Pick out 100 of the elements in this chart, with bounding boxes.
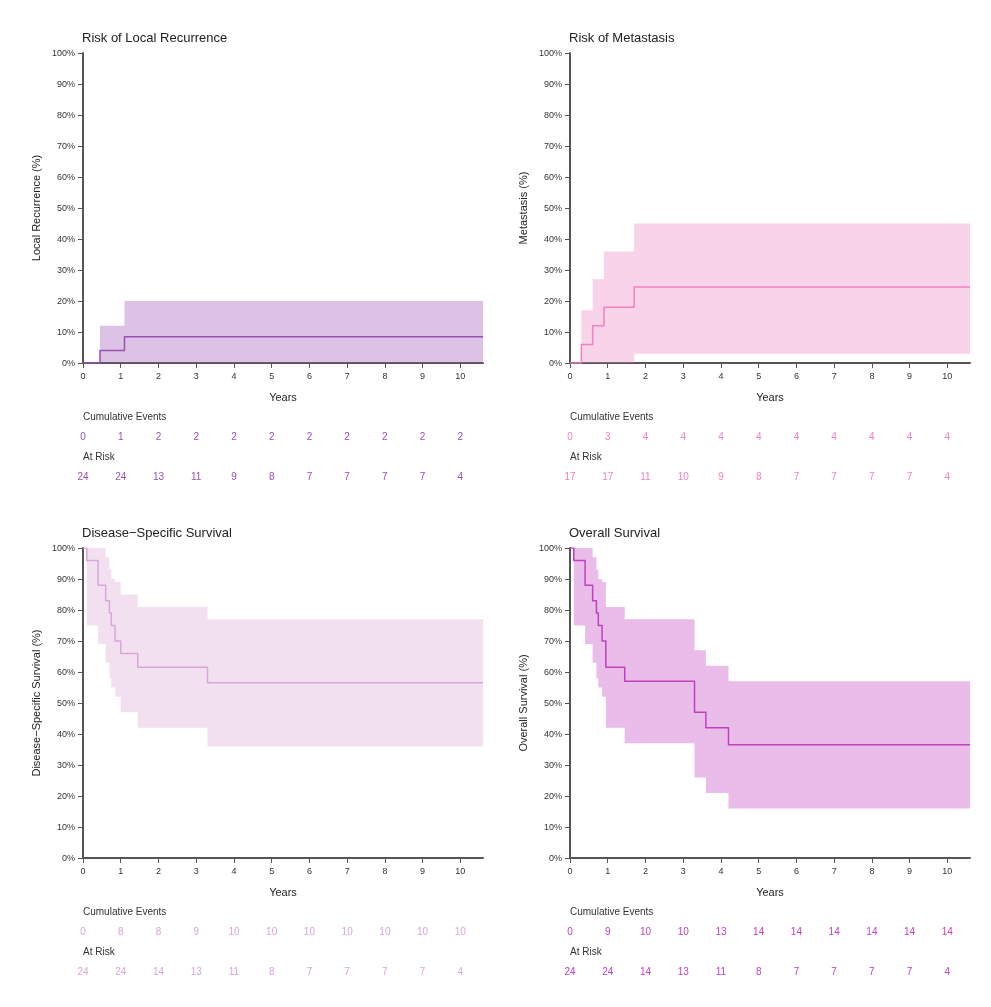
text: 11 <box>715 965 727 977</box>
x-tick-label: 6 <box>306 865 312 876</box>
x-tick-label: 10 <box>942 370 953 381</box>
text: 0 <box>567 430 574 442</box>
x-tick-label: 1 <box>118 370 124 381</box>
text: 13 <box>152 470 165 482</box>
x-axis-title: Years <box>269 390 298 403</box>
text: 8 <box>268 470 275 482</box>
text: 24 <box>115 965 127 977</box>
y-tick-label: 0% <box>61 853 75 863</box>
x-tick-label: 1 <box>118 865 124 876</box>
x-tick-label: 3 <box>193 865 199 876</box>
text: 8 <box>155 925 162 937</box>
text: 9 <box>193 925 200 937</box>
y-tick-label: 30% <box>56 265 75 275</box>
text: 4 <box>755 430 762 442</box>
y-tick-label: 80% <box>56 110 75 120</box>
text: 10 <box>341 925 354 937</box>
x-tick-label: 6 <box>793 370 799 381</box>
chart-title: Risk of Metastasis <box>569 30 675 45</box>
text: 2 <box>382 430 389 442</box>
text: 7 <box>419 470 426 482</box>
y-tick-label: 0% <box>548 853 562 863</box>
text: 4 <box>457 470 464 482</box>
y-tick-label: 50% <box>543 698 562 708</box>
text: 4 <box>869 430 876 442</box>
text: 10 <box>639 925 652 937</box>
y-tick-label: 40% <box>56 234 75 244</box>
text: 14 <box>753 925 765 937</box>
chart-title: Risk of Local Recurrence <box>82 30 228 45</box>
y-tick-label: 50% <box>56 203 75 213</box>
y-tick-label: 80% <box>543 110 562 120</box>
text: 10 <box>677 470 690 482</box>
text: 17 <box>602 470 614 482</box>
y-tick-label: 40% <box>543 234 562 244</box>
text: 4 <box>793 430 800 442</box>
x-tick-label: 7 <box>831 865 837 876</box>
x-tick-label: 9 <box>420 370 426 381</box>
y-tick-label: 90% <box>56 574 75 584</box>
text: 0 <box>567 925 574 937</box>
text: 14 <box>904 925 916 937</box>
text: 7 <box>344 470 351 482</box>
x-tick-label: 9 <box>907 370 913 381</box>
text: 24 <box>77 965 89 977</box>
y-axis-title: Metastasis (%) <box>516 171 529 245</box>
text: 0 <box>80 430 87 442</box>
y-axis-title: Disease−Specific Survival (%) <box>29 629 42 777</box>
x-tick-label: 2 <box>155 865 161 876</box>
x-axis-title: Years <box>756 885 785 898</box>
y-tick-label: 100% <box>51 48 75 58</box>
text: At Risk <box>570 945 603 957</box>
text: At Risk <box>570 450 603 462</box>
text: 10 <box>417 925 429 937</box>
x-tick-label: 6 <box>793 865 799 876</box>
x-tick-label: 4 <box>231 865 237 876</box>
x-axis-title: Years <box>269 885 298 898</box>
text: 4 <box>642 430 649 442</box>
text: 2 <box>344 430 351 442</box>
x-tick-label: 8 <box>382 865 388 876</box>
text: 7 <box>793 965 800 977</box>
text: 24 <box>564 965 576 977</box>
text: 0 <box>80 925 87 937</box>
y-tick-label: 10% <box>56 822 75 832</box>
y-tick-label: 100% <box>538 543 562 553</box>
text: 2 <box>419 430 426 442</box>
y-tick-label: 90% <box>56 79 75 89</box>
x-tick-label: 10 <box>455 865 466 876</box>
text: 11 <box>191 470 202 482</box>
text: 1 <box>117 430 124 442</box>
text: 8 <box>755 470 762 482</box>
x-tick-label: 1 <box>605 865 611 876</box>
text: 4 <box>680 430 687 442</box>
x-tick-label: 9 <box>907 865 913 876</box>
text: 9 <box>231 470 238 482</box>
text: 8 <box>755 965 762 977</box>
text: 2 <box>457 430 464 442</box>
text: 13 <box>190 965 203 977</box>
text: 24 <box>602 965 614 977</box>
text: At Risk <box>83 945 116 957</box>
text: 7 <box>419 965 426 977</box>
text: 11 <box>228 965 240 977</box>
y-tick-label: 40% <box>543 729 562 739</box>
text: 13 <box>715 925 727 937</box>
text: 7 <box>906 470 913 482</box>
text: 2 <box>306 430 313 442</box>
y-tick-label: 30% <box>543 265 562 275</box>
y-tick-label: 10% <box>56 327 75 337</box>
text: Cumulative Events <box>570 905 654 917</box>
text: 4 <box>944 965 951 977</box>
x-tick-label: 3 <box>680 370 686 381</box>
y-tick-label: 30% <box>543 760 562 770</box>
y-axis-title: Local Recurrence (%) <box>29 154 42 262</box>
text: 7 <box>831 965 838 977</box>
text: Cumulative Events <box>83 905 167 917</box>
text: 14 <box>941 925 954 937</box>
text: 10 <box>677 925 690 937</box>
text: 24 <box>77 470 89 482</box>
chart-title: Disease−Specific Survival <box>82 525 233 540</box>
text: 10 <box>303 925 316 937</box>
text: 2 <box>231 430 238 442</box>
